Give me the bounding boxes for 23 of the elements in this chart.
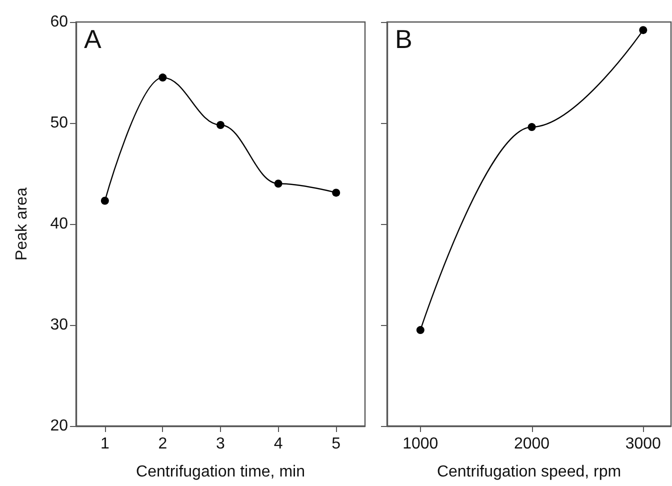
y-tick-label: 60	[50, 14, 68, 30]
x-tick-label: 2000	[514, 436, 550, 452]
x-tick-label: 5	[332, 436, 341, 452]
annotation: B	[395, 24, 412, 54]
y-tick-label: 30	[50, 316, 68, 334]
point	[158, 74, 167, 82]
y-tick-label: 50	[50, 114, 68, 132]
x-tick-label: 3000	[625, 436, 662, 452]
x-axis-title: Centrifugation time, min	[136, 464, 305, 480]
x-tick-label: 1	[100, 436, 110, 452]
point	[274, 180, 282, 188]
x-tick-label: 3	[216, 436, 226, 452]
x-tick-label: 4	[274, 436, 283, 452]
annotation: A	[84, 24, 102, 54]
x-tick-label: 2	[158, 436, 168, 452]
y-tick-label: 20	[50, 418, 68, 434]
x-axis-title: Centrifugation speed, rpm	[436, 464, 622, 480]
y-axis-title: Peak area	[14, 187, 30, 260]
x-tick-label: 1000	[402, 436, 438, 452]
point	[100, 196, 109, 205]
point	[332, 188, 340, 197]
y-tick-label: 40	[50, 216, 68, 232]
point	[216, 121, 224, 130]
